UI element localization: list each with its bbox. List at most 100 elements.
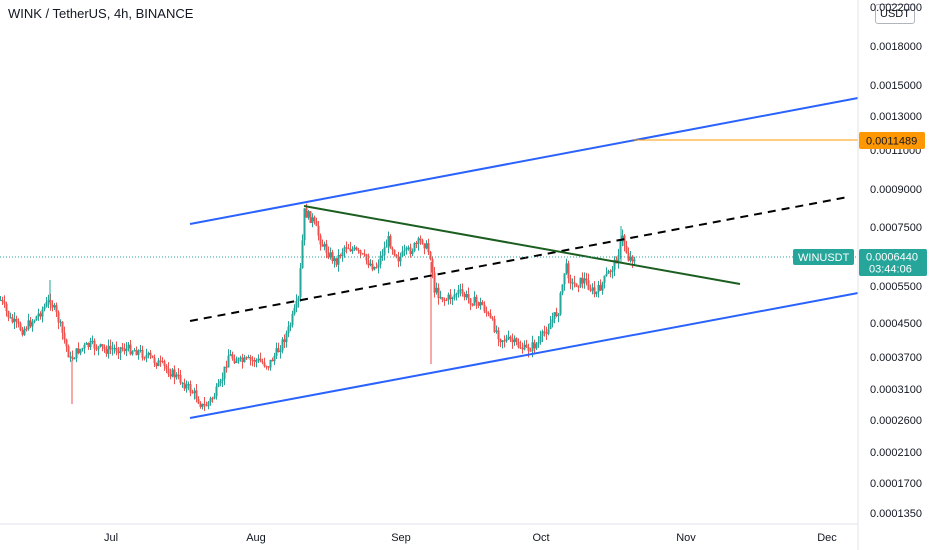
candle-body [327,252,330,258]
candle-body [163,361,166,366]
candle-body [59,321,62,323]
candle-body [307,211,310,218]
candle-body [459,289,462,291]
candle-body [445,299,448,301]
candle-body [439,297,442,299]
candle-body [339,255,342,257]
candle-body [291,313,294,325]
time-tick-label: Aug [246,532,266,544]
candle-body [595,291,598,295]
candle-body [467,294,470,299]
candle-body [533,342,536,349]
descending-trendline[interactable] [303,205,741,285]
candle-body [497,330,500,340]
candle-body [167,368,170,375]
last-price-text: 0.0006440 [866,252,918,264]
candle-body [245,357,248,359]
candle-body [37,313,40,317]
candle-body [55,305,58,313]
price-tick-label: 0.0009000 [870,184,922,196]
candle-body [213,396,216,399]
candle-body [587,280,590,290]
candle-body [463,293,466,298]
candle-body [99,344,102,347]
candle-body [251,359,254,361]
candle-body [105,349,108,354]
candle-body [211,398,214,400]
candle-body [109,345,112,350]
channel-midline[interactable] [189,196,849,322]
candle-body [343,247,346,253]
candle-body [551,319,554,323]
time-tick-label: Nov [676,532,696,544]
candle-body [253,360,256,362]
candle-body [341,252,344,257]
price-tick-label: 0.0018000 [870,41,922,53]
candle-body [51,304,54,308]
candle-body [631,256,634,262]
candle-body [461,289,464,294]
candle-body [259,358,262,362]
candle-body [345,247,348,249]
candle-body [419,238,422,241]
candle-body [565,263,568,274]
candle-body [567,263,570,279]
candle-body [201,403,204,408]
currency-button[interactable]: USDT [875,4,915,24]
candle-body [169,374,172,377]
candle-body [123,348,126,352]
candle-body [1,299,4,302]
candle-body [239,357,242,359]
candle-body [5,303,8,312]
candle-body [333,258,336,262]
candle-body [17,321,20,324]
channel-lower-line[interactable] [189,292,859,419]
candle-body [511,339,514,343]
candle-body [265,366,268,368]
candle-body [559,292,562,315]
candle-body [283,339,286,343]
candle-body [453,294,456,298]
candle-body [207,402,210,406]
candle-body [215,386,218,397]
candle-body [485,311,488,313]
time-axis[interactable]: Jul Aug Sep Oct Nov Dec [104,532,837,544]
last-price-badge[interactable] [859,249,927,276]
alert-price-badge[interactable] [859,132,925,149]
candle-body [589,289,592,291]
candle-body [185,384,188,389]
candle-body [33,320,36,322]
candle-body [381,255,384,257]
candle-body [155,363,158,367]
candle-body [279,350,282,353]
candle-body [325,243,328,253]
candle-body [189,384,192,393]
candle-body [295,301,298,308]
candle-body [491,317,494,319]
candle-body [127,344,130,349]
candle-body [117,351,120,354]
candle-body [69,356,72,358]
price-tick-label: 0.0003700 [870,352,922,364]
candle-body [363,253,366,255]
candle-body [449,294,452,300]
candle-body [275,348,278,356]
candle-body [223,366,226,380]
candle-body [393,250,396,255]
candle-body [319,235,322,245]
channel-upper-line[interactable] [189,97,859,225]
candle-body [159,360,162,362]
candle-body [557,314,560,316]
candle-body [361,253,364,255]
candle-body [235,361,238,363]
candle-body [513,338,516,343]
candle-body [385,246,388,248]
candle-body [599,285,602,291]
candle-body [293,307,296,314]
price-tick-label: 0.0001700 [870,478,922,490]
candle-body [603,275,606,283]
candle-body [309,211,312,223]
candle-body [145,355,148,359]
candle-body [193,390,196,394]
